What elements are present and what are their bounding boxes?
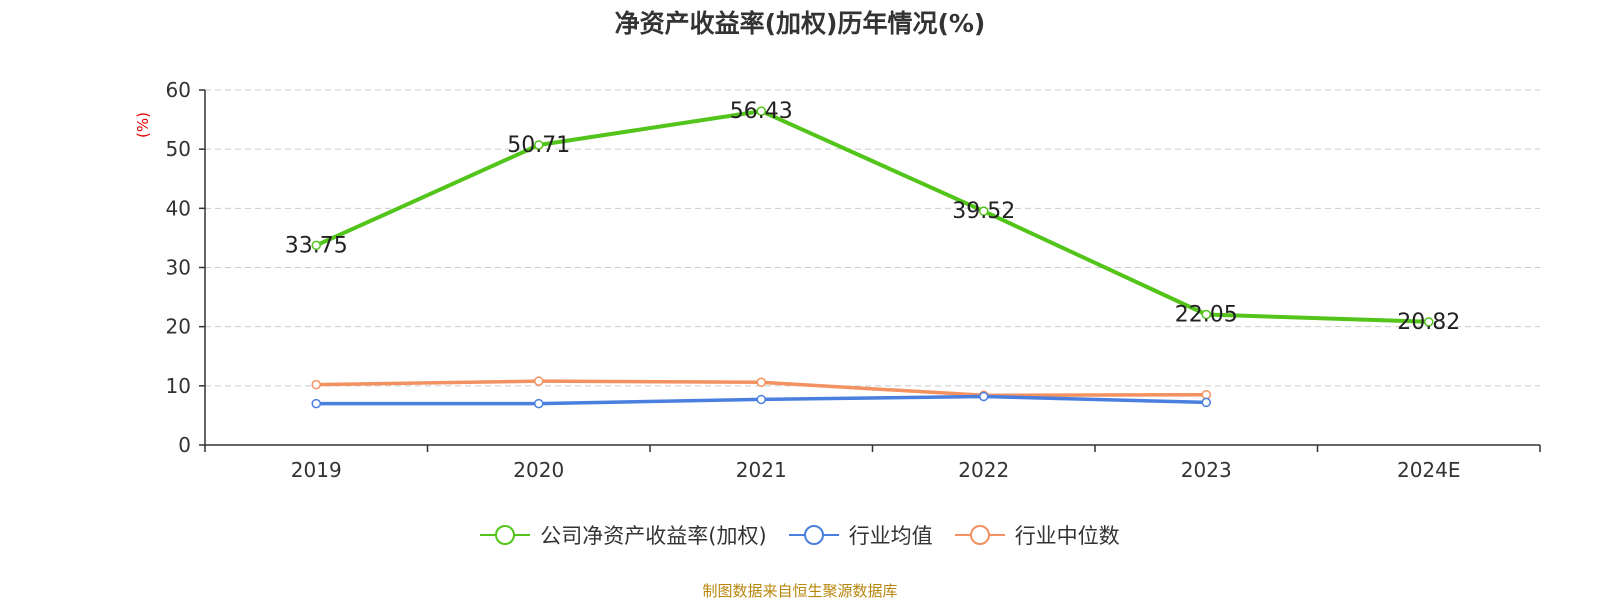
legend-marker-industry-median [954, 525, 1005, 545]
y-tick-label: 10 [166, 374, 191, 398]
chart-title: 净资产收益率(加权)历年情况(%) [614, 9, 986, 38]
x-tick-label: 2019 [291, 458, 342, 482]
legend-label-industry-mean: 行业均值 [848, 524, 933, 548]
legend-item-industry-median[interactable]: 行业中位数 [954, 520, 1120, 550]
y-tick-label: 50 [166, 137, 191, 161]
source-note: 制图数据来自恒生聚源数据库 [702, 582, 898, 600]
data-label: 22.05 [1175, 303, 1238, 328]
data-point-2 [534, 376, 544, 386]
legend-item-industry-mean[interactable]: 行业均值 [788, 520, 933, 550]
x-tick-label: 2023 [1181, 458, 1232, 482]
y-tick-label: 60 [166, 78, 191, 102]
series-line-0 [315, 109, 1429, 324]
data-point-2 [1201, 389, 1211, 400]
y-tick-label: 20 [166, 315, 191, 339]
data-label: 50.71 [507, 133, 570, 158]
data-point-0 [534, 140, 544, 150]
data-point-2 [756, 377, 766, 388]
y-tick-label: 0 [178, 433, 191, 457]
data-point-0 [311, 240, 321, 251]
data-point-0 [979, 206, 989, 216]
x-tick-label: 2022 [958, 458, 1009, 482]
data-point-1 [311, 398, 321, 409]
data-point-0 [756, 106, 766, 116]
data-point-1 [1201, 397, 1211, 408]
legend-marker-company [480, 525, 531, 545]
data-point-0 [1201, 309, 1211, 320]
legend-item-company[interactable]: 公司净资产收益率(加权) [480, 520, 767, 550]
x-tick-label: 2021 [736, 458, 787, 482]
x-tick-label: 2020 [513, 458, 564, 482]
data-point-0 [1424, 317, 1434, 327]
legend-label-company: 公司净资产收益率(加权) [540, 524, 767, 548]
data-label: 39.52 [952, 199, 1015, 224]
y-tick-label: 30 [166, 256, 191, 280]
line-chart: 0 10 20 30 40 50 60 2019 2020 2021 2022 2023 2024E 33… [166, 78, 1541, 482]
data-label: 33.75 [285, 233, 348, 258]
data-label: 56.43 [730, 99, 793, 124]
data-point-2 [311, 379, 321, 390]
data-label: 20.82 [1397, 310, 1460, 335]
legend-marker-industry-mean [788, 525, 839, 545]
legend-label-industry-median: 行业中位数 [1014, 524, 1120, 548]
y-tick-label: 40 [166, 196, 191, 220]
data-point-1 [534, 398, 544, 409]
data-point-1 [979, 391, 989, 402]
legend: 公司净资产收益率(加权) 行业均值 行业中位数 [0, 520, 1600, 550]
data-point-1 [756, 394, 766, 405]
x-tick-label: 2024E [1397, 458, 1461, 482]
